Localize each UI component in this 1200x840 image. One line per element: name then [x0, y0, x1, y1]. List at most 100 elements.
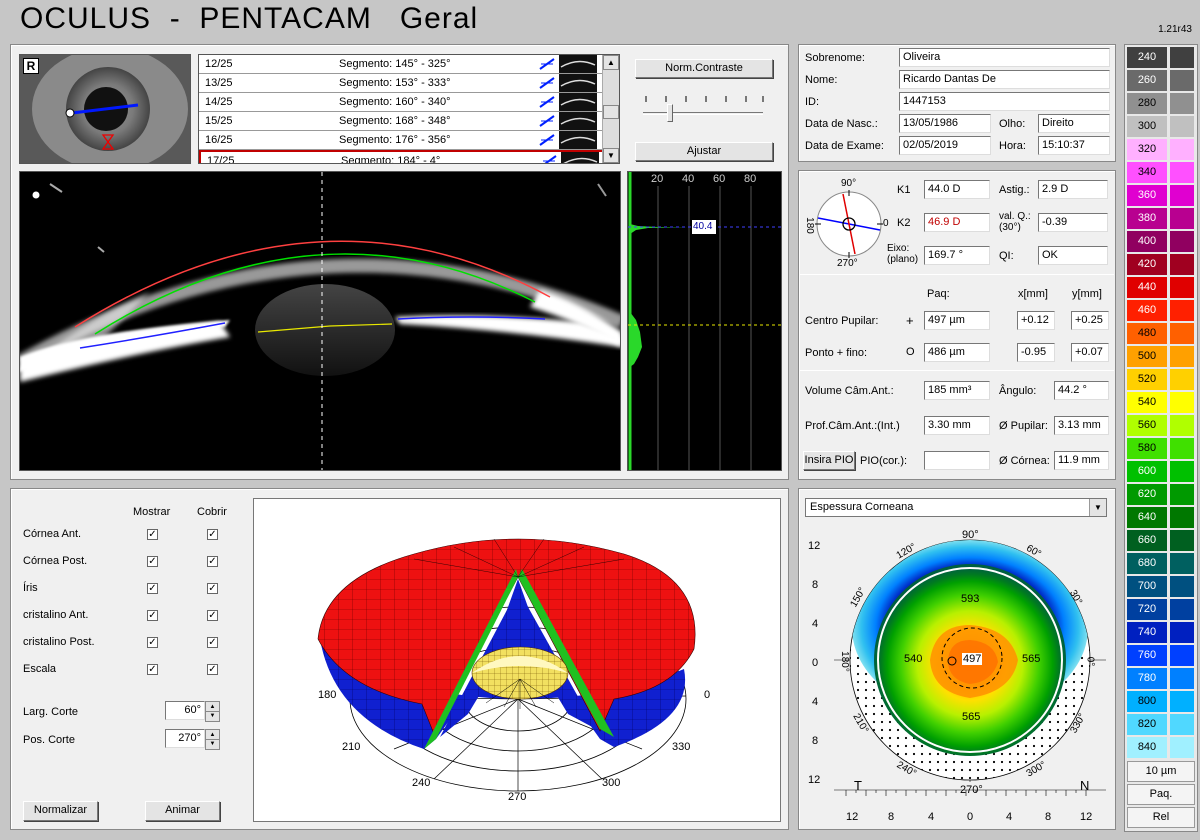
- scale-value: 360: [1127, 185, 1167, 206]
- thickness-map[interactable]: 12 8 4 0 4 8 12 12 8 4 0 4 8 12 90° 60° …: [800, 520, 1114, 828]
- chevron-down-icon[interactable]: ▼: [1089, 499, 1106, 516]
- scale-swatch: [1170, 530, 1194, 551]
- scroll-up-icon[interactable]: ▲: [603, 55, 619, 70]
- scan-list[interactable]: 12/25 Segmento: 145° - 325° 13/25 Segmento:…: [198, 54, 620, 164]
- scan-list-item[interactable]: 17/25 Segmento: 184° - 4°: [199, 150, 604, 164]
- scale-value: 620: [1127, 484, 1167, 505]
- version-label: 1.21r43: [1158, 24, 1192, 35]
- scan-index: 16/25: [205, 134, 233, 146]
- scale-swatch: [1170, 254, 1194, 275]
- name-field[interactable]: Ricardo Dantas De: [899, 70, 1110, 89]
- show-column-header: Mostrar: [133, 506, 171, 518]
- scan-list-item[interactable]: 16/25 Segmento: 176° - 356°: [199, 131, 604, 150]
- thickness-value-left: 540: [904, 653, 923, 665]
- cover-checkbox[interactable]: ✓: [207, 556, 218, 567]
- norm-contrast-button[interactable]: Norm.Contraste: [635, 59, 773, 78]
- id-label: ID:: [805, 96, 820, 108]
- scroll-down-icon[interactable]: ▼: [603, 148, 619, 163]
- show-checkbox[interactable]: ✓: [147, 664, 158, 675]
- spinner-down-icon[interactable]: ▼: [209, 741, 216, 747]
- scale-value: 680: [1127, 553, 1167, 574]
- cover-checkbox[interactable]: ✓: [207, 664, 218, 675]
- scan-segment: Segmento: 160° - 340°: [339, 96, 451, 108]
- show-checkbox[interactable]: ✓: [147, 610, 158, 621]
- spinner-up-icon[interactable]: ▲: [206, 730, 219, 740]
- pupil-center-paq: 497 µm: [924, 311, 990, 330]
- cut-width-label: Larg. Corte: [23, 706, 79, 718]
- time-label: Hora:: [999, 140, 1026, 152]
- cover-checkbox[interactable]: ✓: [207, 529, 218, 540]
- scale-value: 820: [1127, 714, 1167, 735]
- cover-checkbox[interactable]: ✓: [207, 610, 218, 621]
- scale-mode[interactable]: Paq.: [1127, 784, 1195, 805]
- scale-swatch: [1170, 185, 1194, 206]
- separator: [800, 274, 1114, 275]
- density-tick-20: 20: [651, 173, 664, 185]
- cover-checkbox[interactable]: ✓: [207, 583, 218, 594]
- scale-entry: 640: [1127, 507, 1195, 530]
- qi-label: QI:: [999, 250, 1014, 262]
- scale-rel[interactable]: Rel: [1127, 807, 1195, 828]
- k1-label: K1: [897, 184, 911, 196]
- scale-swatch: [1170, 461, 1194, 482]
- cover-checkbox[interactable]: ✓: [207, 637, 218, 648]
- cut-width-field[interactable]: 60°: [165, 701, 205, 720]
- scale-entry: 400: [1127, 231, 1195, 254]
- insert-iop-button[interactable]: Insira PIO: [803, 451, 855, 470]
- show-checkbox[interactable]: ✓: [147, 583, 158, 594]
- iop-label: PIO(cor.):: [860, 455, 908, 467]
- y-tick-12-bottom: 12: [808, 774, 821, 786]
- cut-position-field[interactable]: 270°: [165, 729, 205, 748]
- y-tick-0: 0: [812, 657, 819, 669]
- scroll-thumb[interactable]: [603, 105, 619, 119]
- adjust-button[interactable]: Ajustar: [635, 142, 773, 161]
- id-field[interactable]: 1447153: [899, 92, 1110, 111]
- eye-side-label: R: [23, 58, 39, 74]
- contrast-slider[interactable]: [641, 95, 766, 125]
- angle-label-300: 300: [602, 777, 621, 789]
- k1-field: 44.0 D: [924, 180, 990, 199]
- nasal-label: N: [1080, 778, 1090, 793]
- show-checkbox[interactable]: ✓: [147, 556, 158, 567]
- dial-bottom-label: 270°: [837, 258, 858, 269]
- scan-list-item[interactable]: 14/25 Segmento: 160° - 340°: [199, 93, 604, 112]
- dob-field[interactable]: 13/05/1986: [899, 114, 991, 133]
- cut-width-spinner[interactable]: ▲ ▼: [205, 701, 220, 722]
- angle-90: 90°: [962, 529, 979, 541]
- animate-button[interactable]: Animar: [145, 801, 220, 821]
- exam-date-field[interactable]: 02/05/2019: [899, 136, 991, 155]
- chamber-volume-field: 185 mm³: [924, 381, 990, 400]
- slider-thumb[interactable]: [667, 104, 673, 122]
- scale-entry: 540: [1127, 392, 1195, 415]
- 3d-eye-model[interactable]: 180 210 240 270 300 330 0: [253, 498, 781, 822]
- scan-list-item[interactable]: 13/25 Segmento: 153° - 333°: [199, 74, 604, 93]
- scan-direction-icon: [541, 154, 557, 163]
- surname-field[interactable]: Oliveira: [899, 48, 1110, 67]
- time-field[interactable]: 15:10:37: [1038, 136, 1110, 155]
- scheimpflug-image[interactable]: [19, 171, 621, 471]
- scan-list-item[interactable]: 15/25 Segmento: 168° - 348°: [199, 112, 604, 131]
- iop-field[interactable]: [924, 451, 990, 470]
- spinner-up-icon[interactable]: ▲: [206, 702, 219, 712]
- map-type-dropdown[interactable]: Espessura Corneana ▼: [805, 498, 1107, 517]
- astig-label: Astig.:: [999, 184, 1030, 196]
- normalize-button[interactable]: Normalizar: [23, 801, 98, 821]
- scale-swatch: [1170, 208, 1194, 229]
- scale-value: 780: [1127, 668, 1167, 689]
- surname-label: Sobrenome:: [805, 52, 865, 64]
- scale-entry: 760: [1127, 645, 1195, 668]
- eye-field[interactable]: Direito: [1038, 114, 1110, 133]
- scan-list-item[interactable]: 12/25 Segmento: 145° - 325°: [199, 55, 604, 74]
- angle-label: Ângulo:: [999, 385, 1037, 397]
- thinnest-point-y: +0.07: [1071, 343, 1109, 362]
- eye-camera-image[interactable]: R: [19, 54, 191, 164]
- scale-value: 800: [1127, 691, 1167, 712]
- spinner-down-icon[interactable]: ▼: [209, 713, 216, 719]
- scale-value: 580: [1127, 438, 1167, 459]
- scan-segment: Segmento: 184° - 4°: [341, 155, 441, 164]
- show-checkbox[interactable]: ✓: [147, 637, 158, 648]
- show-checkbox[interactable]: ✓: [147, 529, 158, 540]
- scan-list-scrollbar[interactable]: ▲ ▼: [602, 55, 619, 163]
- cut-position-spinner[interactable]: ▲ ▼: [205, 729, 220, 750]
- scale-swatch: [1170, 645, 1194, 666]
